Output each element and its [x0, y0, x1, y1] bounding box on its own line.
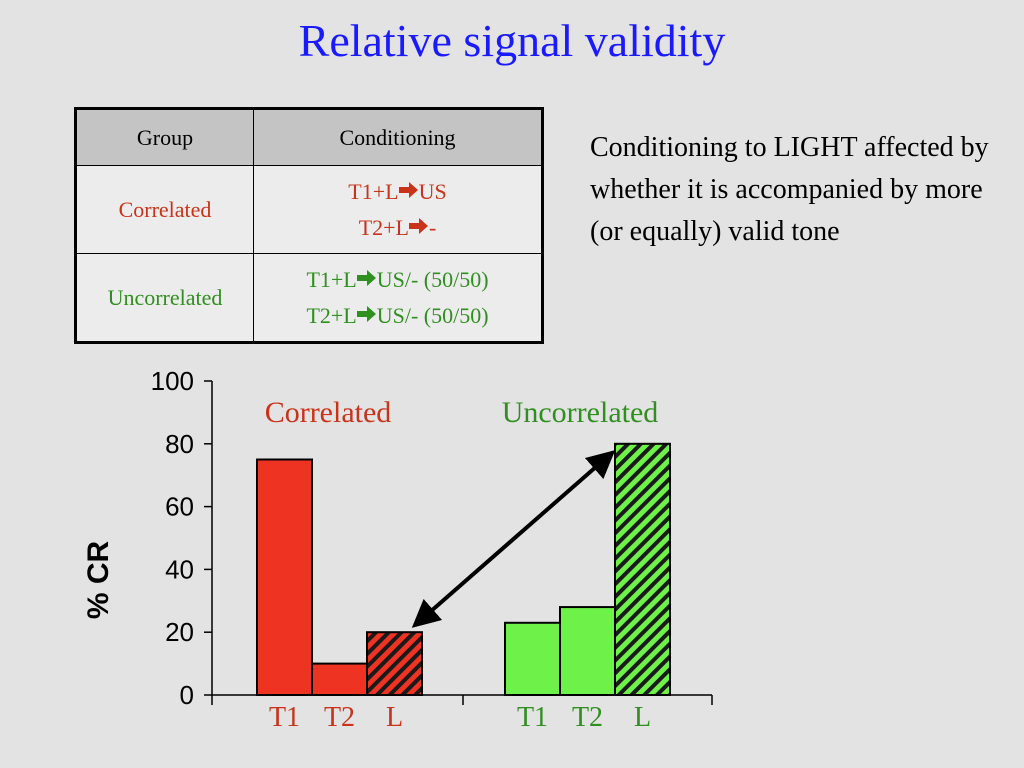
conditioning-cell-correlated: T1+L US T2+L - — [253, 165, 543, 254]
outcome-text: - — [428, 214, 437, 240]
right-arrow-icon — [398, 174, 419, 210]
x-tick-label: T1 — [517, 702, 548, 733]
x-tick-label: T1 — [269, 702, 300, 733]
bar-correlated-t2 — [311, 662, 368, 696]
group-label-uncorrelated: Uncorrelated — [502, 396, 659, 429]
outcome-text: US/- (50/50) — [376, 302, 489, 328]
y-tick-label: 40 — [165, 554, 194, 584]
stimulus-text: T2+L — [358, 214, 409, 240]
stimulus-text: T2+L — [306, 302, 357, 328]
outcome-text: US/- (50/50) — [376, 266, 489, 292]
stimulus-text: T1+L — [306, 266, 357, 292]
y-axis-label: % CR — [82, 540, 115, 619]
conditioning-line: T1+L US/- (50/50) — [255, 262, 540, 298]
bar-uncorrelated-t1 — [504, 621, 561, 697]
y-tick-label: 0 — [180, 680, 194, 710]
column-header-conditioning: Conditioning — [253, 108, 543, 166]
slide-title: Relative signal validity — [298, 15, 726, 66]
y-tick-label: 80 — [165, 429, 194, 459]
bar-correlated-l — [366, 631, 423, 697]
x-tick-label: L — [386, 702, 403, 733]
right-arrow-icon — [356, 262, 377, 298]
stimulus-text: T1+L — [348, 178, 399, 204]
conditioning-line: T2+L - — [255, 210, 540, 246]
y-tick-label: 100 — [151, 366, 194, 396]
right-arrow-icon — [408, 210, 429, 246]
outcome-text: US — [418, 178, 447, 204]
x-tick-label: L — [634, 702, 651, 733]
slide-note: Conditioning to LIGHT affected by whethe… — [590, 132, 989, 247]
conditioning-line: T1+L US — [255, 174, 540, 210]
x-tick-label: T2 — [324, 702, 355, 733]
table-row-correlated: Correlated T1+L US T2+L - — [75, 165, 543, 254]
group-label-correlated: Correlated — [265, 396, 392, 429]
conditioning-line: T2+L US/- (50/50) — [255, 298, 540, 334]
table-row-uncorrelated: Uncorrelated T1+L US/- (50/50) T2+L US/- (… — [75, 253, 543, 343]
x-tick-label: T2 — [572, 702, 603, 733]
y-tick-label: 20 — [165, 617, 194, 647]
right-arrow-icon — [356, 298, 377, 334]
conditioning-cell-uncorrelated: T1+L US/- (50/50) T2+L US/- (50/50) — [253, 253, 543, 343]
conditioning-table: Group Conditioning Correlated T1+L US T2+… — [74, 107, 544, 344]
y-tick-label: 60 — [165, 492, 194, 522]
bar-correlated-t1 — [256, 458, 313, 696]
bar-uncorrelated-l — [614, 442, 671, 696]
group-cell-uncorrelated: Uncorrelated — [75, 253, 254, 343]
bar-uncorrelated-t2 — [559, 606, 616, 697]
double-arrow-annotation — [411, 450, 616, 628]
